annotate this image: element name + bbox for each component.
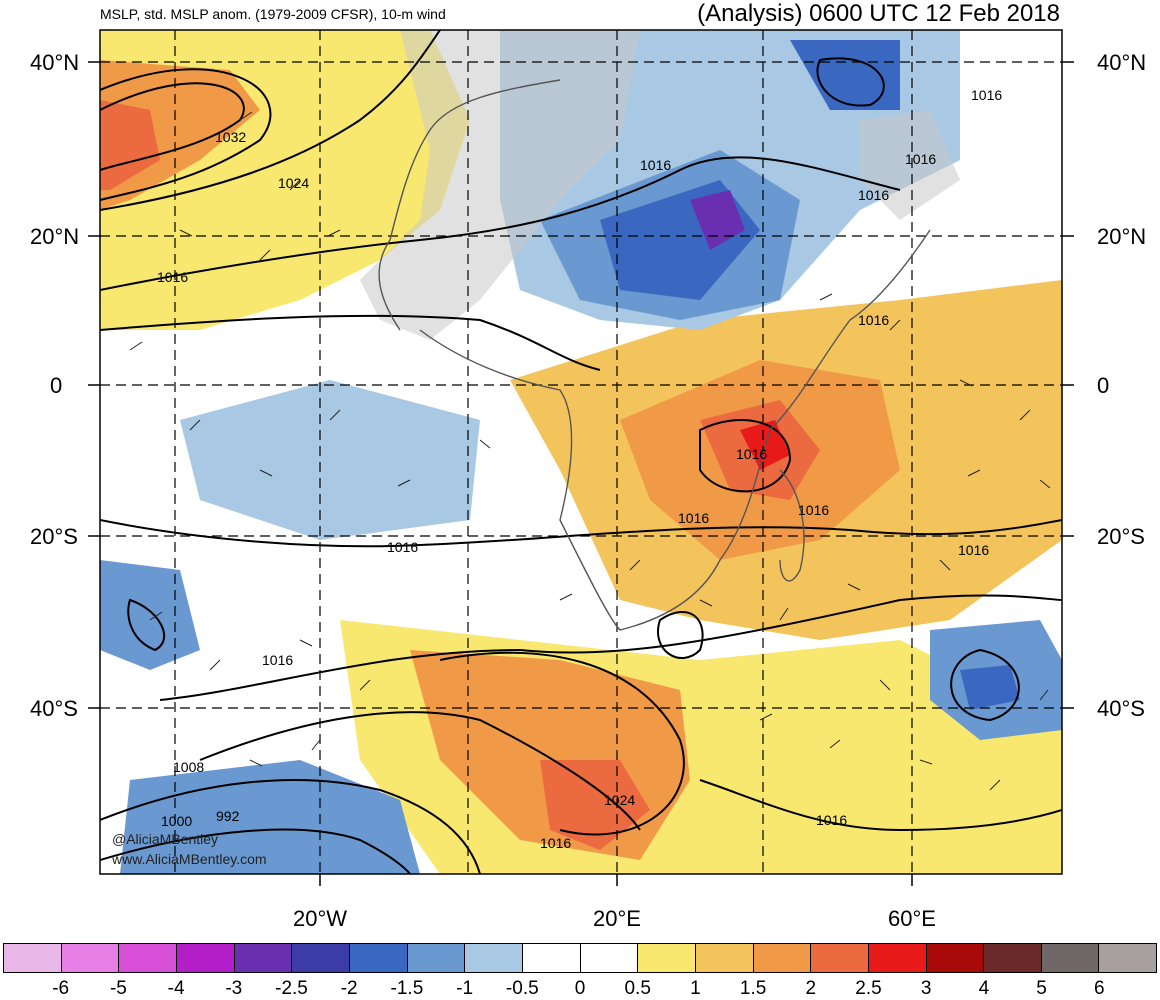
- contour-label: 1008: [173, 759, 204, 775]
- contour-label: 1032: [215, 129, 246, 145]
- colorbar-label: 1: [690, 978, 701, 999]
- contour-label: 1016: [905, 151, 936, 167]
- lat-label-right: 40°S: [1097, 696, 1145, 721]
- lat-label-left: 40°S: [30, 696, 78, 721]
- contour-label: 1016: [736, 446, 767, 462]
- contour-label: 992: [216, 808, 240, 824]
- colorbar-swatch: [176, 944, 235, 972]
- contour-label: 1024: [278, 175, 309, 191]
- colorbar-label: 4: [978, 978, 990, 999]
- colorbar-label: -2: [340, 978, 358, 999]
- colorbar: [3, 943, 1157, 973]
- colorbar-label: 6: [1094, 978, 1105, 999]
- colorbar-label: -3: [225, 978, 243, 999]
- colorbar-label: 1.5: [739, 978, 767, 999]
- lat-label-left: 20°S: [30, 524, 78, 549]
- contour-label: 1016: [262, 652, 293, 668]
- coastlines: [378, 79, 931, 631]
- colorbar-label: -5: [109, 978, 127, 999]
- colorbar-label: 2.5: [855, 978, 882, 999]
- lon-label: 20°E: [593, 906, 641, 931]
- map-subtitle: MSLP, std. MSLP anom. (1979-2009 CFSR), …: [100, 6, 446, 22]
- lat-label-right: 20°N: [1097, 224, 1147, 249]
- colorbar-swatch: [753, 944, 812, 972]
- colorbar-label: 0.5: [624, 978, 651, 999]
- map-valid-time: (Analysis) 0600 UTC 12 Feb 2018: [697, 0, 1060, 27]
- contour-label: 1016: [971, 87, 1002, 103]
- colorbar-label: -2.5: [275, 978, 308, 999]
- colorbar-label: 2: [805, 978, 817, 999]
- colorbar-swatch: [811, 944, 869, 972]
- colorbar-swatch: [61, 944, 120, 972]
- colorbar-swatch: [1099, 944, 1157, 972]
- credit-website: www.AliciaMBentley.com: [112, 851, 267, 867]
- colorbar-swatch: [407, 944, 466, 972]
- contour-label: 1016: [958, 542, 989, 558]
- lat-label-left: 40°N: [30, 50, 80, 75]
- contour-labels: 1032 1024 1016 1016 1016 1016 1016 1016 …: [157, 87, 1002, 851]
- anomaly-region-tropical-atlantic-cool: [180, 380, 480, 540]
- anomaly-region-north-atlantic-orange: [100, 60, 260, 210]
- landmass-north-africa-europe: [360, 30, 640, 340]
- colorbar-swatch: [4, 944, 62, 972]
- colorbar-label: -0.5: [505, 978, 539, 999]
- colorbar-label: 3: [920, 978, 932, 999]
- colorbar-swatch: [984, 944, 1042, 972]
- map-frame: [99, 29, 1063, 875]
- lon-label: 60°E: [888, 906, 936, 931]
- contour-label: 1016: [798, 502, 829, 518]
- colorbar-swatch: [580, 944, 639, 972]
- contour-label: 1024: [604, 792, 635, 808]
- colorbar-swatch: [522, 944, 581, 972]
- lat-label-right: 20°S: [1097, 524, 1145, 549]
- lat-label-right: 0: [1097, 373, 1110, 398]
- lat-label-left: 0: [50, 373, 63, 398]
- colorbar-label: -6: [52, 978, 70, 999]
- contour-label: 1000: [161, 813, 192, 829]
- contour-label: 1016: [640, 157, 671, 173]
- contour-label: 1016: [678, 510, 709, 526]
- colorbar-label: -1.5: [390, 978, 424, 999]
- anomaly-region-southern-indian-core: [960, 665, 1020, 710]
- colorbar-swatch: [292, 944, 350, 972]
- colorbar-swatch: [119, 944, 177, 972]
- lon-label: 20°W: [292, 906, 348, 931]
- contour-label: 1016: [858, 312, 889, 328]
- anomaly-region-south-atlantic-red: [540, 760, 650, 850]
- colorbar-swatch: [465, 944, 523, 972]
- anomaly-region-south-cool: [120, 760, 420, 874]
- isobars: [100, 30, 1062, 874]
- anomaly-region-north-atlantic-red: [100, 100, 160, 190]
- colorbar-label: -4: [167, 978, 185, 999]
- colorbar-swatch: [868, 944, 927, 972]
- colorbar-swatch: [926, 944, 985, 972]
- contour-label: 1016: [816, 812, 847, 828]
- contour-label: 1016: [387, 539, 418, 555]
- anomaly-region-black-sea-blue: [790, 40, 900, 110]
- colorbar-swatch: [695, 944, 754, 972]
- landmass-arabia: [860, 110, 960, 220]
- lat-label-left: 20°N: [30, 224, 80, 249]
- contour-label: 1016: [157, 269, 188, 285]
- anomaly-region-sahara-core: [690, 190, 745, 250]
- contour-label: 1016: [858, 187, 889, 203]
- colorbar-label: 5: [1036, 978, 1047, 999]
- colorbar-label: 0: [574, 978, 586, 999]
- credit-handle: @AliciaMBentley: [112, 831, 219, 847]
- colorbar-swatch: [234, 944, 293, 972]
- contour-label: 1016: [540, 835, 571, 851]
- lat-label-right: 40°N: [1097, 50, 1147, 75]
- colorbar-swatch: [1041, 944, 1100, 972]
- wind-barbs: [129, 111, 1051, 791]
- colorbar-swatch: [349, 944, 408, 972]
- frame-ticks: [88, 61, 1074, 886]
- colorbar-swatch: [638, 944, 696, 972]
- colorbar-label: -1: [456, 978, 474, 999]
